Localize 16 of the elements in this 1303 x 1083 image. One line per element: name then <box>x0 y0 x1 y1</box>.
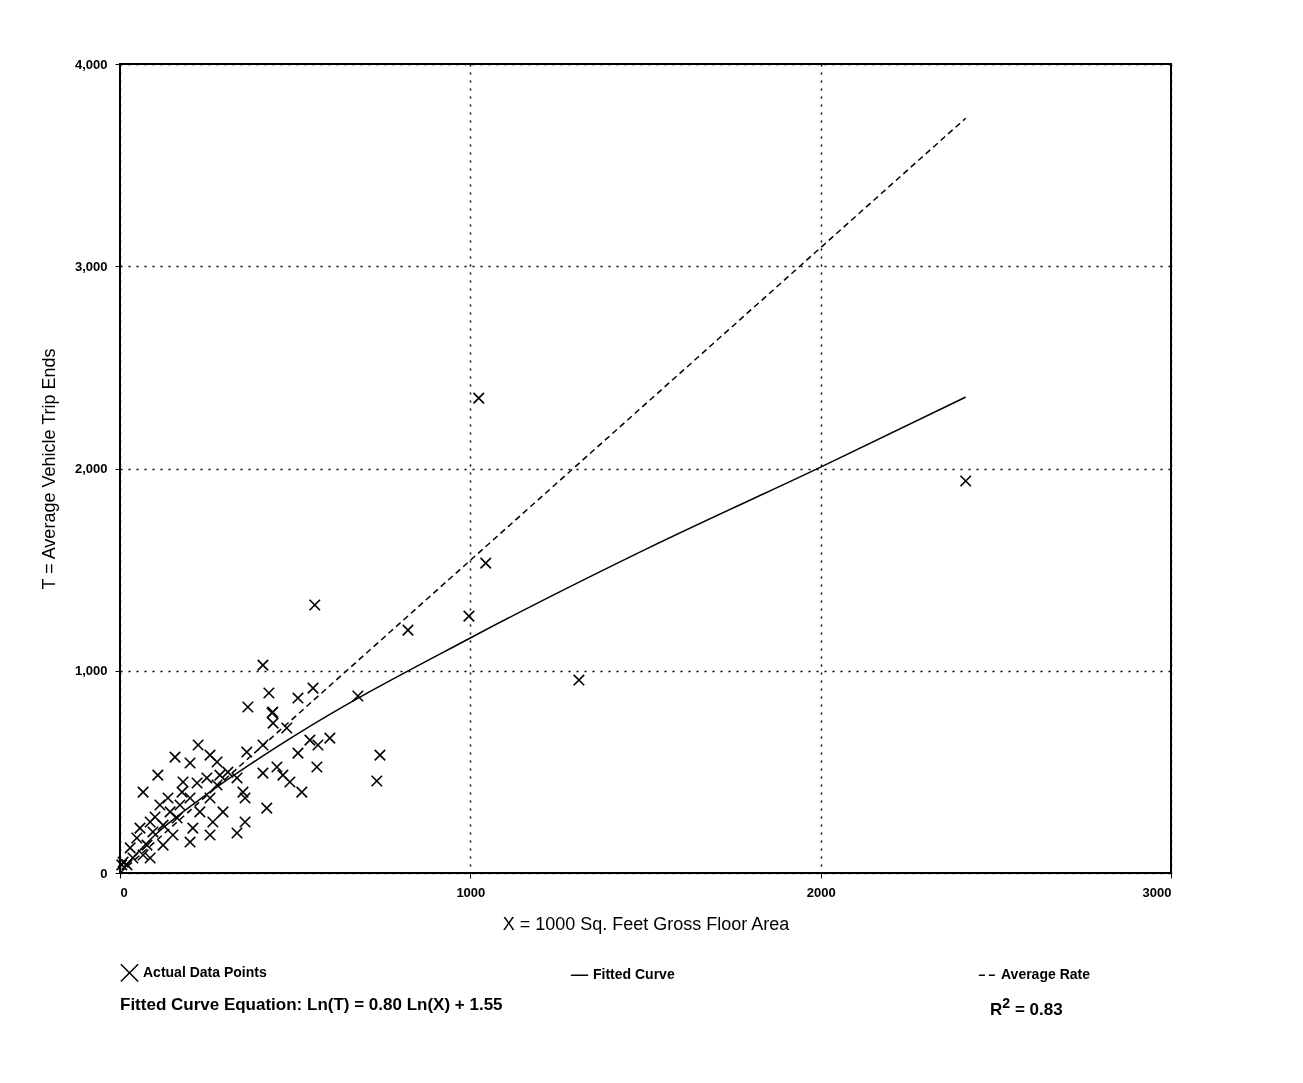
text: R$^{2}$ = 0.83 <box>990 995 1063 1020</box>
y-axis-title: T = Average Vehicle Trip Ends <box>38 348 59 590</box>
y-tick-label: 2,000 <box>74 461 108 476</box>
y-tick-label: 3,000 <box>74 258 108 274</box>
x-tick-label: 3000 <box>1142 884 1172 900</box>
x-axis-title: X = 1000 Sq. Feet Gross Floor Area <box>502 913 791 934</box>
x-tick-label: 2000 <box>806 884 836 900</box>
legend-label: Actual Data Points <box>143 963 267 980</box>
x-tick-label: 0 <box>120 884 128 900</box>
x-tick-label: 1000 <box>456 884 486 900</box>
y-tick-label: 1,000 <box>74 663 108 679</box>
text: Fitted Curve Equation: Ln(T) = 0.80 Ln(X) + 1.55 <box>120 995 503 1015</box>
y-tick-label: 0 <box>100 865 108 881</box>
legend-label: Fitted Curve <box>593 966 675 983</box>
legend-label: Average Rate <box>1001 966 1091 983</box>
y-tick-label: 4,000 <box>74 56 108 72</box>
